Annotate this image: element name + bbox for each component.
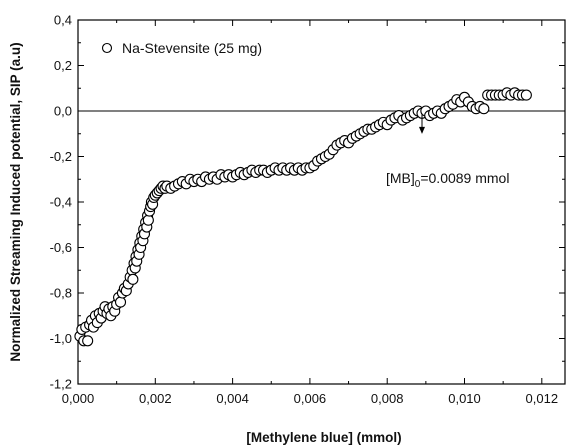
y-axis: -1,2 -1,0 -0,8 -0,6 -0,4 -0,2 0,0 0,2 0,4 [50, 13, 565, 392]
y-tick-label: -0,4 [50, 195, 72, 210]
annotation-text: [MB]0=0.0089 mmol [386, 170, 509, 190]
y-tick-label: -1,0 [50, 331, 72, 346]
legend-marker-icon [101, 42, 113, 54]
x-tick-label: 0,006 [294, 391, 327, 406]
data-point [82, 335, 94, 347]
annotation-arrowhead [418, 126, 425, 134]
data-point [114, 296, 127, 308]
y-tick-label: -0,2 [50, 149, 72, 164]
y-axis-title: Normalized Streaming Induced potential, … [8, 42, 23, 361]
x-tick-label: 0,012 [526, 391, 559, 406]
x-tick-label: 0,000 [62, 391, 95, 406]
legend-label: Na-Stevensite (25 mg) [122, 40, 262, 56]
data-point [478, 103, 490, 115]
x-tick-label: 0,008 [371, 391, 404, 406]
y-tick-label: 0,4 [54, 13, 72, 28]
x-axis: 0,000 0,002 0,004 0,006 0,008 0,010 0,012 [62, 20, 558, 406]
mb-annotation: [MB]0=0.0089 mmol [386, 114, 509, 190]
x-tick-label: 0,002 [139, 391, 172, 406]
y-tick-label: -1,2 [50, 377, 72, 392]
x-tick-label: 0,004 [216, 391, 249, 406]
data-point [127, 273, 139, 285]
y-tick-label: -0,8 [50, 286, 72, 301]
y-tick-label: 0,0 [54, 104, 72, 119]
legend: Na-Stevensite (25 mg) [101, 40, 262, 56]
y-tick-label: -0,6 [50, 240, 72, 255]
x-axis-title: [Methylene blue] (mmol) [246, 430, 401, 445]
x-tick-label: 0,010 [448, 391, 481, 406]
data-point [520, 89, 532, 101]
y-tick-label: 0,2 [54, 58, 72, 73]
data-markers [74, 87, 532, 347]
data-point [142, 214, 154, 226]
